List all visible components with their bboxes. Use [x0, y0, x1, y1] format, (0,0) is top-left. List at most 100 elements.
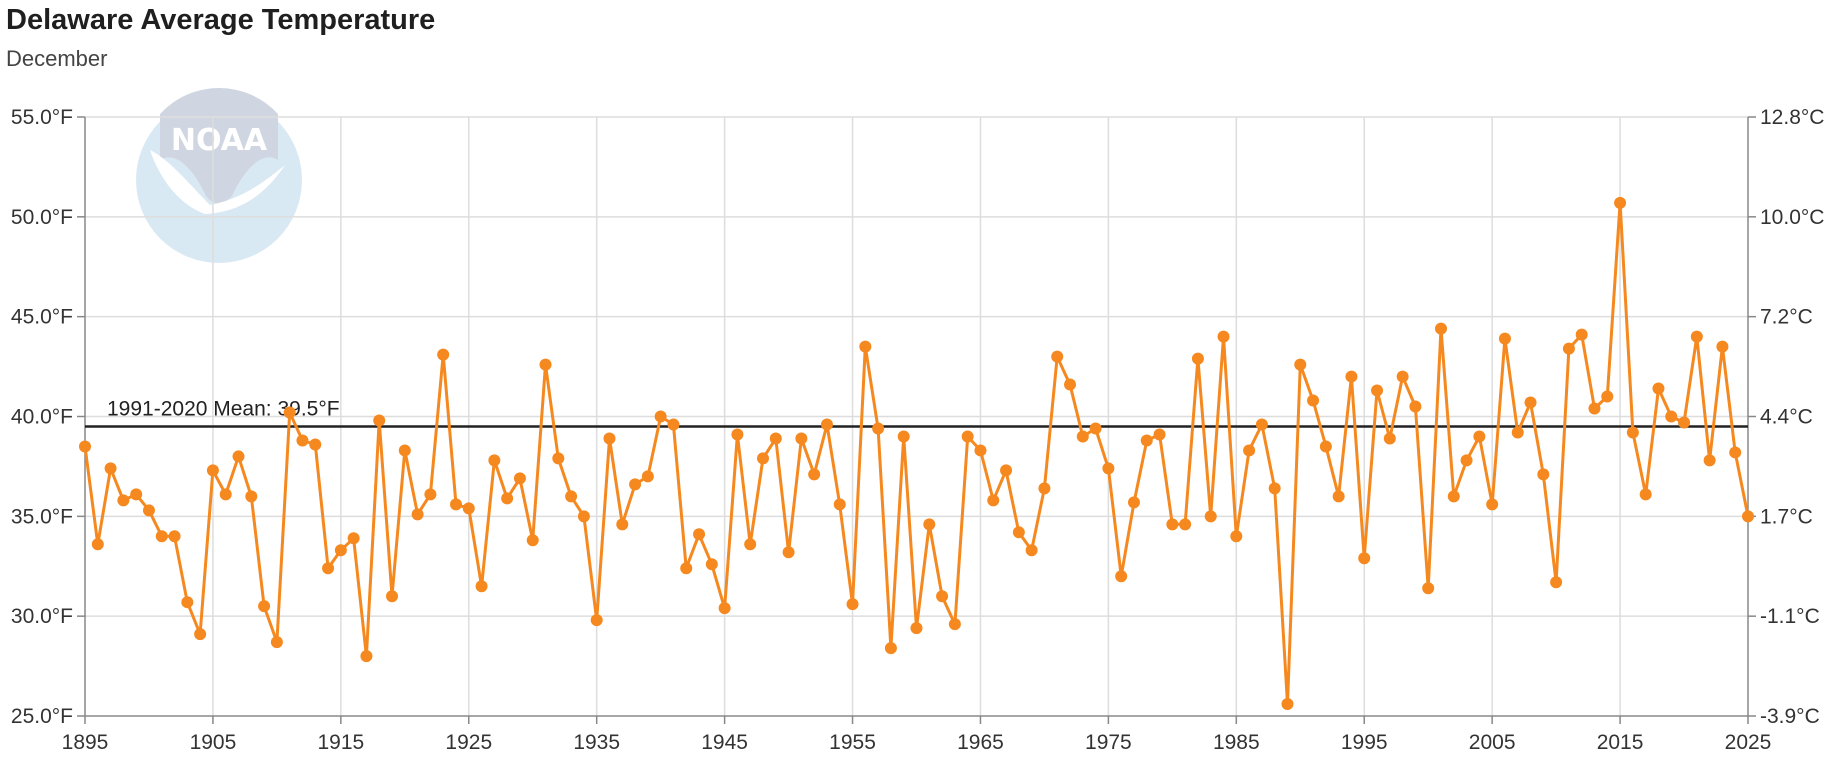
- data-point: [897, 430, 910, 443]
- data-point: [974, 444, 987, 457]
- data-point: [1409, 400, 1422, 413]
- y-tick-label-right: 7.2°C: [1760, 306, 1813, 329]
- data-point: [1307, 394, 1320, 407]
- data-point: [987, 494, 1000, 507]
- data-point: [872, 422, 885, 435]
- data-point: [270, 636, 283, 649]
- data-point: [1012, 526, 1025, 539]
- data-point: [654, 410, 667, 423]
- y-axis-ticks: 25.0°F -3.9°C 30.0°F -1.1°C 35.0°F 1.7°C 40.0°…: [11, 106, 1825, 728]
- x-tick-label: 2015: [1597, 731, 1644, 754]
- data-point: [1358, 552, 1371, 565]
- data-point: [91, 538, 104, 551]
- data-point: [309, 438, 322, 451]
- data-point: [1230, 530, 1243, 543]
- data-point: [1191, 352, 1204, 365]
- x-tick-label: 1905: [190, 731, 237, 754]
- x-tick-label: 1945: [701, 731, 748, 754]
- x-tick-label: 1985: [1213, 731, 1260, 754]
- y-tick-label-left: 40.0°F: [11, 406, 73, 429]
- data-point: [513, 472, 526, 485]
- y-tick-label-right: 10.0°C: [1760, 206, 1824, 229]
- mean-line-label: 1991-2020 Mean: 39.5°F: [107, 397, 340, 420]
- data-point: [565, 490, 578, 503]
- data-point: [1434, 322, 1447, 335]
- data-point: [795, 432, 808, 445]
- data-point: [373, 414, 386, 427]
- noaa-logo-text: NOAA: [171, 123, 268, 158]
- data-point: [130, 488, 143, 501]
- y-tick-label-right: -1.1°C: [1760, 605, 1820, 628]
- data-point: [1614, 196, 1627, 209]
- y-tick-label-left: 55.0°F: [11, 106, 73, 129]
- data-point: [501, 492, 514, 505]
- data-point: [168, 530, 181, 543]
- data-point: [1652, 382, 1665, 395]
- data-point: [846, 598, 859, 611]
- y-tick-label-left: 30.0°F: [11, 605, 73, 628]
- data-point: [961, 430, 974, 443]
- data-point: [1371, 384, 1384, 397]
- data-point: [948, 618, 961, 631]
- data-point: [1345, 370, 1358, 383]
- y-tick-label-left: 45.0°F: [11, 306, 73, 329]
- data-point: [1396, 370, 1409, 383]
- data-point: [1025, 544, 1038, 557]
- data-point: [1051, 350, 1064, 363]
- data-point: [769, 432, 782, 445]
- mean-reference: 1991-2020 Mean: 39.5°F: [85, 397, 1748, 428]
- data-point: [1626, 426, 1639, 439]
- x-tick-label: 1965: [957, 731, 1004, 754]
- data-point: [386, 590, 399, 603]
- temperature-series: [79, 196, 1754, 711]
- data-point: [142, 504, 155, 517]
- y-tick-label-right: 4.4°C: [1760, 406, 1813, 429]
- data-point: [1294, 358, 1307, 371]
- data-point: [859, 340, 872, 353]
- data-point: [1575, 328, 1588, 341]
- data-point: [424, 488, 437, 501]
- data-point: [1383, 432, 1396, 445]
- data-point: [398, 444, 411, 457]
- y-tick-label-left: 50.0°F: [11, 206, 73, 229]
- data-point: [629, 478, 642, 491]
- data-point: [705, 558, 718, 571]
- data-point: [1537, 468, 1550, 481]
- data-point: [1038, 482, 1051, 495]
- data-point: [1140, 434, 1153, 447]
- data-point: [79, 440, 91, 453]
- data-point: [1550, 576, 1563, 589]
- y-tick-label-left: 25.0°F: [11, 705, 73, 728]
- data-point: [1332, 490, 1345, 503]
- x-tick-label: 2025: [1725, 731, 1772, 754]
- y-tick-label-right: 1.7°C: [1760, 505, 1813, 528]
- data-point: [1588, 402, 1601, 415]
- data-point: [1243, 444, 1256, 457]
- data-point: [296, 434, 309, 447]
- data-point: [526, 534, 539, 547]
- data-point: [104, 462, 117, 475]
- x-tick-label: 1935: [573, 731, 620, 754]
- data-point: [1204, 510, 1217, 523]
- data-point: [181, 596, 194, 609]
- data-point: [1639, 488, 1652, 501]
- data-point: [437, 348, 450, 361]
- data-point: [1000, 464, 1013, 477]
- x-axis-ticks: 1895 1905 1915 1925 1935 1945 1955 1965 1975 1985…: [62, 716, 1772, 754]
- data-point: [833, 498, 846, 511]
- data-point: [322, 562, 335, 575]
- data-point: [616, 518, 629, 531]
- data-point: [808, 468, 821, 481]
- data-point: [667, 418, 680, 431]
- data-point: [219, 488, 232, 501]
- x-tick-label: 1975: [1085, 731, 1132, 754]
- data-point: [232, 450, 245, 463]
- data-point: [923, 518, 936, 531]
- data-point: [936, 590, 949, 603]
- x-tick-label: 1915: [317, 731, 364, 754]
- data-point: [1447, 490, 1460, 503]
- data-point: [475, 580, 488, 593]
- data-point: [1562, 342, 1575, 355]
- data-point: [1115, 570, 1128, 583]
- data-point: [245, 490, 258, 503]
